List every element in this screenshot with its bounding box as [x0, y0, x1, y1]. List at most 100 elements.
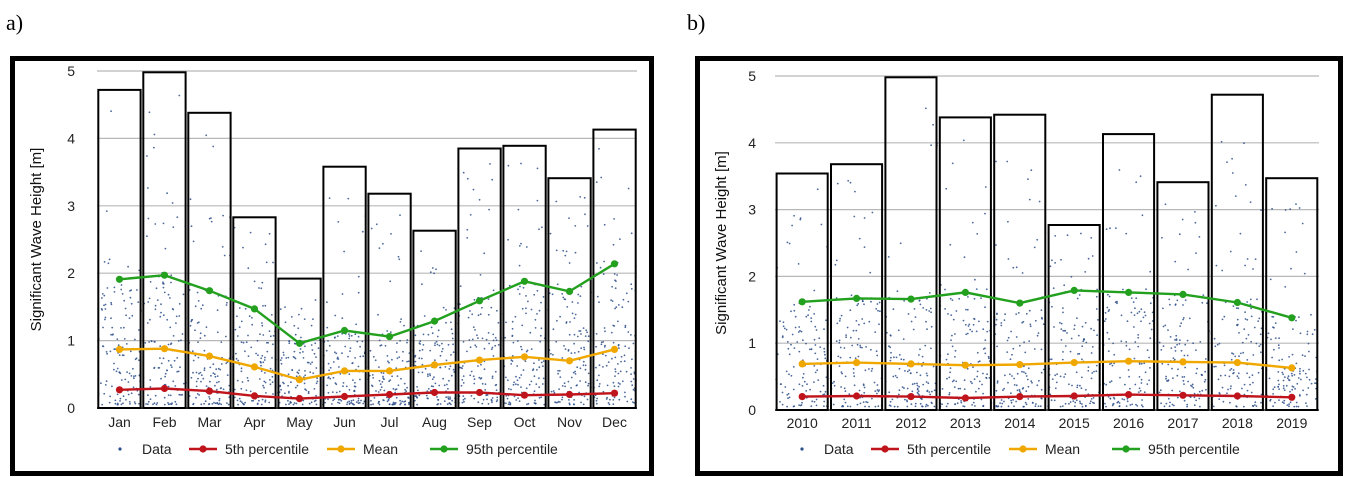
data-point [838, 365, 841, 367]
data-point [1204, 370, 1206, 373]
data-point [623, 354, 626, 357]
data-point [982, 328, 985, 331]
data-point [944, 308, 946, 310]
data-point [1277, 344, 1280, 347]
data-point [290, 316, 293, 318]
data-point [261, 281, 264, 284]
data-point [261, 324, 264, 327]
data-point [1290, 267, 1292, 270]
data-point [1161, 362, 1164, 365]
data-point [975, 330, 978, 333]
series-line [119, 347, 615, 381]
data-point [479, 313, 482, 316]
y-tick-label: 1 [748, 335, 756, 351]
data-point [250, 346, 253, 349]
data-point [1114, 301, 1117, 304]
data-point [1188, 317, 1191, 320]
data-point [610, 299, 612, 301]
data-point [1040, 348, 1043, 351]
data-point [542, 377, 545, 380]
data-point [511, 335, 514, 337]
series-marker [1288, 314, 1296, 322]
data-point [540, 361, 543, 364]
data-point [271, 357, 273, 359]
data-point [599, 266, 602, 269]
data-point [886, 331, 888, 334]
data-point [1070, 337, 1073, 340]
data-point [400, 377, 402, 380]
data-point [1001, 402, 1004, 405]
data-point [1204, 378, 1207, 381]
data-point [427, 333, 430, 336]
data-point [427, 397, 429, 400]
data-point [849, 336, 852, 339]
data-point [315, 394, 317, 397]
data-point [1278, 383, 1280, 386]
data-point [1306, 330, 1309, 333]
y-tick-label: 3 [67, 198, 75, 214]
data-point [431, 332, 434, 335]
data-point [944, 288, 946, 291]
data-point [389, 280, 392, 283]
panel-b-label: b) [687, 10, 706, 35]
data-point [1113, 397, 1116, 400]
data-point [587, 384, 589, 387]
data-point [1213, 337, 1216, 340]
data-point [388, 403, 391, 406]
data-point [538, 228, 540, 231]
data-point [799, 217, 802, 220]
data-point [984, 347, 986, 350]
data-point [348, 335, 351, 337]
data-point [911, 390, 914, 393]
data-point [1085, 341, 1088, 344]
data-point [462, 375, 465, 377]
data-point [396, 375, 399, 377]
data-point [461, 367, 463, 370]
data-point [480, 377, 483, 379]
data-point [820, 223, 823, 226]
data-point [919, 374, 922, 377]
data-point [876, 392, 878, 395]
data-point [913, 382, 916, 385]
data-point [210, 220, 213, 223]
data-point [835, 340, 838, 343]
data-point [327, 377, 329, 379]
data-point [531, 369, 534, 372]
data-point [437, 399, 440, 401]
data-point [1289, 208, 1292, 211]
data-point [169, 326, 172, 329]
data-point [181, 393, 184, 396]
data-point [155, 287, 158, 290]
data-point [972, 401, 975, 404]
data-point [203, 349, 206, 352]
data-point [1118, 405, 1121, 408]
data-point [1201, 374, 1203, 377]
data-point [100, 382, 102, 385]
data-point [525, 295, 527, 297]
data-point [1018, 388, 1021, 391]
data-point [632, 342, 635, 345]
data-point [901, 386, 904, 388]
data-point [1255, 342, 1258, 345]
data-point [1015, 313, 1018, 315]
data-point [416, 386, 418, 388]
data-point [956, 402, 959, 405]
series-marker [1179, 358, 1187, 366]
data-point [950, 339, 952, 341]
data-point [870, 370, 873, 372]
data-point [452, 351, 455, 354]
data-point [1226, 161, 1228, 163]
data-point [568, 402, 571, 405]
data-point [110, 317, 112, 320]
data-point [467, 316, 470, 319]
data-point [540, 301, 542, 304]
data-point [190, 225, 193, 228]
data-point [1272, 405, 1274, 408]
data-point [1024, 351, 1027, 354]
data-point [170, 366, 173, 368]
data-point [946, 377, 948, 380]
data-point [1235, 405, 1238, 408]
data-point [612, 341, 615, 344]
data-point [790, 343, 792, 346]
series-line [119, 262, 616, 345]
